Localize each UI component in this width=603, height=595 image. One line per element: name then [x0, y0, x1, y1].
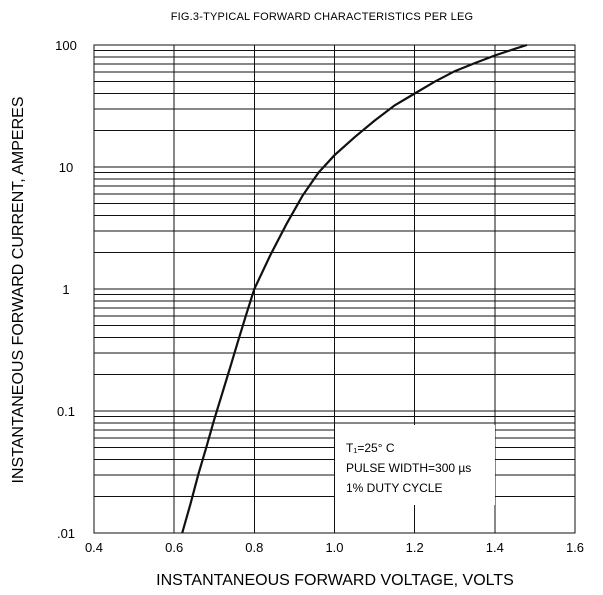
y-tick-label: 100: [55, 38, 77, 53]
x-tick-label: 0.6: [165, 540, 183, 555]
x-tick-label: 0.8: [245, 540, 263, 555]
y-tick-label: .01: [57, 526, 75, 541]
x-tick-label: 1.4: [486, 540, 504, 555]
x-tick-label: 1.6: [566, 540, 584, 555]
x-tick-label: 1.0: [325, 540, 343, 555]
x-tick-labels: 0.4 0.6 0.8 1.0 1.2 1.4 1.6: [85, 540, 584, 555]
plot-frame: [93, 44, 576, 534]
annotation-box: [335, 425, 495, 505]
chart-title: FIG.3-TYPICAL FORWARD CHARACTERISTICS PE…: [171, 11, 474, 23]
grid: [93, 44, 576, 534]
y-tick-label: 10: [59, 160, 73, 175]
forward-current-curve: [181, 43, 528, 534]
x-tick-label: 1.2: [406, 540, 424, 555]
x-axis-label: INSTANTANEOUS FORWARD VOLTAGE, VOLTS: [156, 572, 514, 589]
x-tick-label: 0.4: [85, 540, 103, 555]
y-tick-label: 1: [62, 282, 69, 297]
annotation-line-3: 1% DUTY CYCLE: [346, 481, 442, 495]
y-tick-label: 0.1: [57, 404, 75, 419]
annotation-line-1: T₁=25° C: [346, 441, 395, 455]
curve-layer: [181, 43, 528, 534]
y-tick-labels: .01 0.1 1 10 100: [55, 38, 77, 541]
y-axis-label: INSTANTANEOUS FORWARD CURRENT, AMPERES: [10, 97, 27, 484]
annotation-line-2: PULSE WIDTH=300 µs: [346, 461, 471, 475]
